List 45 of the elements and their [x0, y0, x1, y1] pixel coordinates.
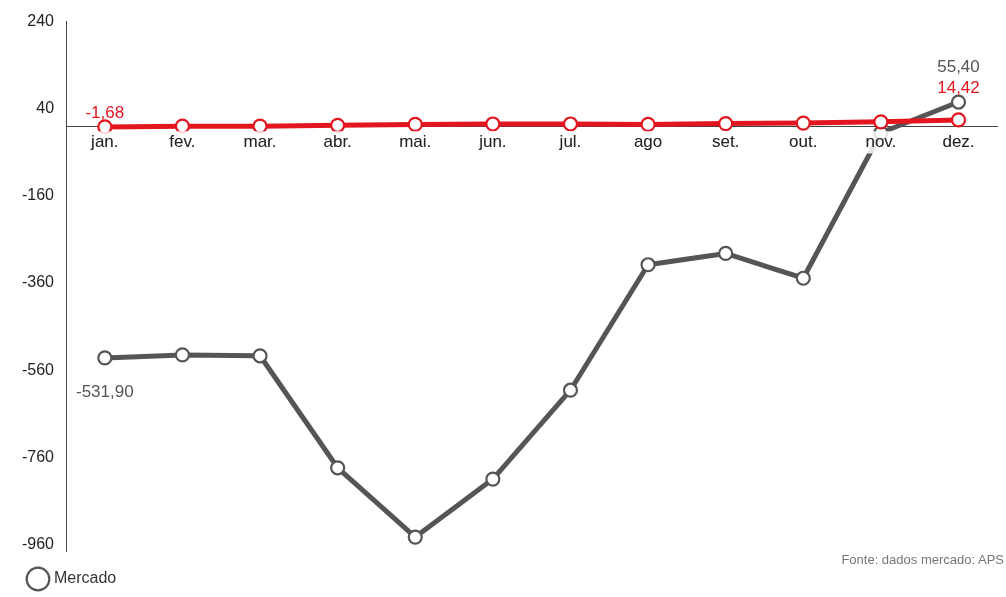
x-tick-label: abr.	[323, 132, 352, 152]
y-tick-label: 240	[27, 12, 55, 30]
x-tick-label: mai.	[399, 132, 432, 152]
y-tick-label: -160	[21, 186, 55, 204]
point	[174, 347, 191, 363]
y-tick-label: -560	[21, 360, 55, 378]
legend-label: Mercado	[54, 569, 117, 587]
point	[718, 115, 734, 132]
data-label: -1,68	[85, 102, 125, 122]
x-tick-label: jan.	[90, 132, 119, 152]
x-tick-label: set.	[711, 132, 740, 152]
point	[252, 348, 268, 364]
y-tick-label: -960	[21, 534, 55, 552]
data-label: 14,42	[937, 77, 980, 97]
x-tick-label: ago	[633, 132, 663, 152]
x-tick-label: jun.	[478, 132, 507, 152]
x-tick-label: jul.	[558, 132, 582, 152]
y-tick-label: -760	[21, 447, 55, 465]
point	[407, 116, 423, 133]
point	[873, 114, 889, 130]
x-tick-label: mar.	[243, 132, 277, 152]
point	[795, 115, 811, 131]
point	[485, 116, 501, 132]
point	[640, 257, 656, 273]
point	[562, 116, 579, 132]
data-label: -531,90	[75, 381, 134, 401]
y-tick-label: -360	[21, 273, 55, 291]
point	[950, 112, 967, 128]
point	[330, 117, 346, 133]
x-tick-label: dez.	[942, 132, 975, 152]
x-tick-label: nov.	[865, 132, 897, 152]
point	[718, 245, 734, 261]
y-tick-label: 40	[36, 99, 55, 117]
point	[485, 471, 501, 487]
annotation: Fonte: dados mercado: APS	[841, 552, 1004, 567]
point	[330, 460, 346, 476]
x-tick-label: out.	[789, 132, 818, 152]
x-tick-label: fev.	[169, 132, 196, 152]
data-label: 55,40	[937, 56, 980, 76]
point	[97, 350, 113, 366]
point	[407, 529, 423, 545]
point	[950, 94, 967, 110]
point	[795, 270, 811, 286]
point	[562, 382, 579, 398]
point	[640, 116, 656, 133]
